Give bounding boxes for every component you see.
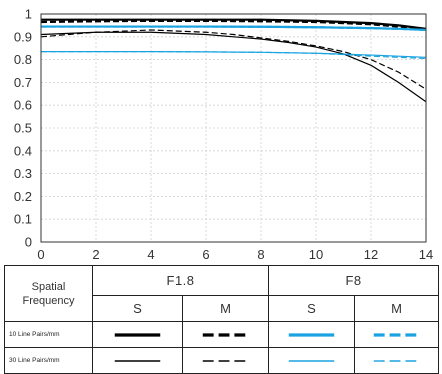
series-line-7 <box>41 51 427 60</box>
mtf-chart-svg: 00.10.20.30.40.50.60.70.80.910 2 4 6 8 10 12 14 <box>14 7 433 263</box>
legend-spatial-frequency-header: Spatial Frequency <box>4 265 93 322</box>
legend-sample-f8-m-30 <box>354 347 440 374</box>
legend-row-10lp-label: 10 Line Pairs/mm <box>4 321 93 348</box>
y-tick-label-8: 0.8 <box>14 52 32 67</box>
legend-f8-meridional-header: M <box>354 295 440 322</box>
legend-sample-f8-s-10 <box>268 321 356 348</box>
y-tick-label-0: 0 <box>25 235 32 250</box>
legend-f18-sagittal-header: S <box>92 295 183 322</box>
legend-sample-f18-m-30 <box>181 347 270 374</box>
x-tick-label-3: 6 <box>202 247 209 262</box>
legend-f18-meridional-header: M <box>181 295 270 322</box>
legend-f18-header: F1.8 <box>91 265 270 296</box>
y-tick-label-2: 0.2 <box>14 189 32 204</box>
x-tick-label-4: 8 <box>257 247 264 262</box>
series-line-1 <box>40 19 427 30</box>
y-tick-label-1: 0.1 <box>14 212 32 227</box>
y-tick-label-4: 0.4 <box>14 143 32 158</box>
legend-sample-f8-s-30 <box>268 347 356 374</box>
tick-labels: 00.10.20.30.40.50.60.70.80.910 2 4 6 8 10 12 14 <box>14 7 433 263</box>
y-tick-label-9: 0.9 <box>14 29 32 44</box>
y-tick-label-10: 1 <box>25 7 32 22</box>
legend-row-30lp-label: 30 Line Pairs/mm <box>4 347 93 374</box>
grid <box>40 13 427 243</box>
x-tick-label-2: 4 <box>147 247 154 262</box>
series-line-0 <box>41 18 427 30</box>
axes <box>40 13 427 243</box>
mtf-chart: 0 0.1 0.2 0.3 0.4 0.5 0.6 0.7 0.8 0.9 1 0 2 4 6 8 10 12 14 <box>14 7 433 263</box>
plot-frame <box>40 13 427 243</box>
series-line-3 <box>40 29 427 90</box>
y-tick-label-6: 0.6 <box>14 98 32 113</box>
legend-sample-f18-m-10 <box>181 321 270 348</box>
legend-sample-f18-s-30 <box>92 347 183 374</box>
legend-f8-sagittal-header: S <box>268 295 356 322</box>
series-line-2 <box>40 31 427 103</box>
legend-sample-f8-m-10 <box>354 321 440 348</box>
series-line-5 <box>41 25 427 32</box>
legend-sample-f18-s-10 <box>92 321 183 348</box>
x-tick-label-5: 10 <box>309 247 323 262</box>
series-layer <box>40 18 427 103</box>
y-tick-label-7: 0.7 <box>14 75 32 90</box>
legend-table: Spatial Frequency F1.8 F8 S M S M 10 Lin… <box>4 265 440 374</box>
x-tick-label-7: 14 <box>419 247 433 262</box>
x-tick-label-6: 12 <box>364 247 378 262</box>
x-tick-label-0: 0 <box>37 247 44 262</box>
x-tick-label-1: 2 <box>92 247 99 262</box>
legend-f8-header: F8 <box>268 265 440 296</box>
y-tick-label-3: 0.3 <box>14 166 32 181</box>
y-tick-label-5: 0.5 <box>14 121 32 136</box>
